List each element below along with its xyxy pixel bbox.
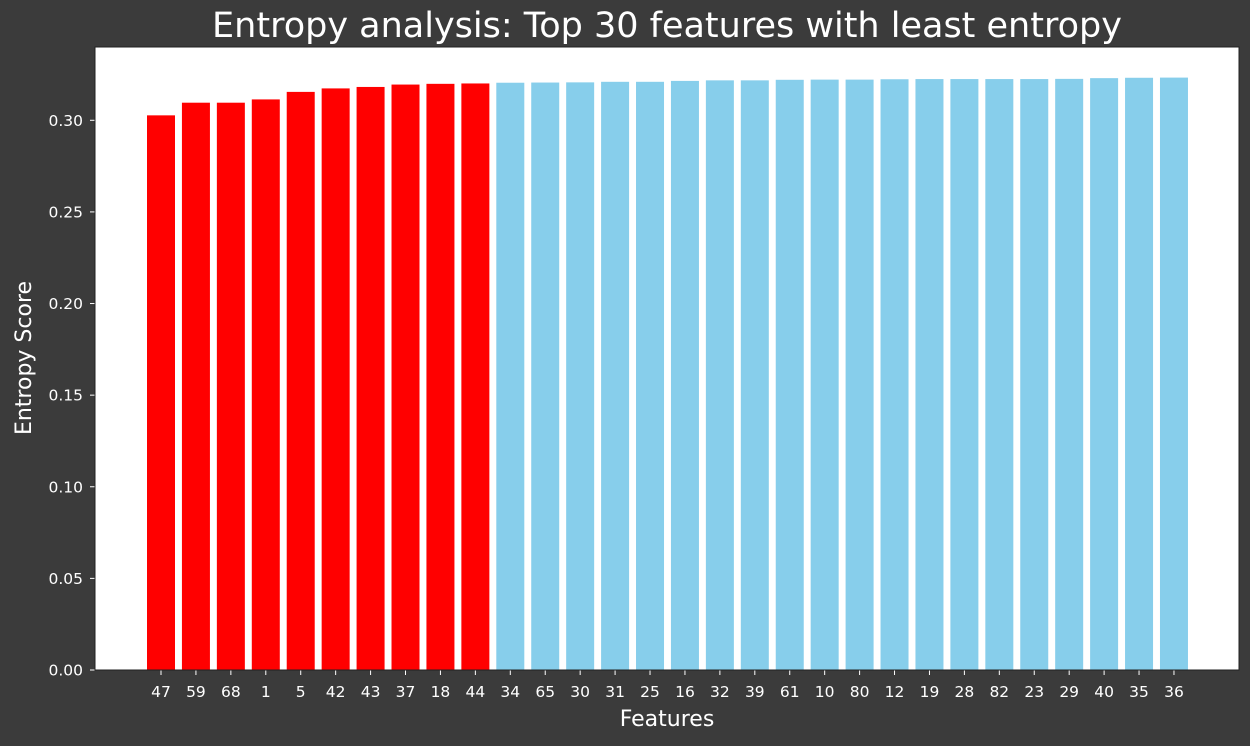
bar-feature-39 — [740, 80, 769, 671]
x-tick-label: 61 — [780, 683, 800, 701]
bar-feature-30 — [566, 82, 595, 671]
bar-feature-42 — [321, 88, 350, 670]
y-tick-label: 0.30 — [48, 112, 83, 130]
bar-feature-37 — [391, 84, 420, 670]
x-tick-label: 28 — [955, 683, 975, 701]
bar-feature-12 — [880, 79, 909, 670]
x-tick-label: 42 — [326, 683, 346, 701]
x-tick-label: 18 — [431, 683, 451, 701]
y-tick-label: 0.15 — [48, 387, 83, 405]
y-tick-label: 0.10 — [48, 478, 83, 496]
x-axis: 47 59 68 1 5 42 43 37 18 44 34 65 30 31 25 16 32 39 61 10 80… — [151, 670, 1184, 701]
x-tick-label: 30 — [570, 683, 590, 701]
x-tick-label: 16 — [675, 683, 695, 701]
x-tick-label: 1 — [261, 683, 271, 701]
x-tick-label: 82 — [989, 683, 1009, 701]
y-tick-label: 0.20 — [48, 295, 83, 313]
bar-feature-40 — [1090, 78, 1119, 670]
x-axis-label: Features — [620, 707, 715, 732]
y-tick-label: 0.05 — [48, 570, 83, 588]
bar-feature-1 — [251, 99, 280, 670]
x-tick-label: 10 — [815, 683, 835, 701]
bar-feature-36 — [1159, 77, 1188, 671]
x-tick-label: 65 — [535, 683, 555, 701]
x-tick-label: 68 — [221, 683, 241, 701]
bar-feature-23 — [1020, 79, 1049, 670]
bar-feature-68 — [216, 102, 245, 670]
x-tick-label: 43 — [361, 683, 381, 701]
x-tick-label: 40 — [1094, 683, 1114, 701]
x-tick-label: 59 — [186, 683, 206, 701]
x-tick-label: 37 — [396, 683, 416, 701]
y-tick-label: 0.00 — [48, 662, 83, 680]
bar-feature-80 — [845, 79, 874, 671]
bar-feature-5 — [286, 91, 315, 670]
bar-feature-16 — [670, 80, 699, 670]
bar-feature-61 — [775, 79, 804, 671]
bar-feature-47 — [147, 115, 175, 671]
x-tick-label: 12 — [885, 683, 905, 701]
chart-title: Entropy analysis: Top 30 features with l… — [212, 6, 1122, 46]
bar-feature-43 — [356, 86, 385, 670]
bar-feature-31 — [601, 81, 630, 670]
bar-feature-34 — [496, 82, 525, 671]
x-tick-label: 47 — [151, 683, 171, 701]
bar-feature-35 — [1125, 77, 1154, 670]
x-tick-label: 80 — [850, 683, 870, 701]
x-tick-label: 29 — [1059, 683, 1079, 701]
x-tick-label: 19 — [920, 683, 940, 701]
bar-feature-59 — [181, 102, 210, 670]
bar-feature-44 — [461, 83, 490, 670]
bar-feature-10 — [810, 79, 839, 671]
bar-feature-32 — [705, 80, 734, 671]
bar-feature-82 — [985, 79, 1014, 670]
x-tick-label: 35 — [1129, 683, 1149, 701]
x-tick-label: 44 — [466, 683, 486, 701]
bar-feature-65 — [531, 82, 560, 671]
x-tick-label: 25 — [640, 683, 660, 701]
plot-frame — [94, 46, 1240, 671]
x-tick-label: 34 — [500, 683, 520, 701]
plot-area — [95, 47, 1239, 670]
bars-group — [147, 77, 1188, 671]
bar-feature-25 — [636, 81, 665, 670]
y-tick-label: 0.25 — [48, 203, 83, 221]
x-tick-label: 5 — [296, 683, 306, 701]
x-tick-label: 36 — [1164, 683, 1184, 701]
bar-feature-29 — [1055, 78, 1084, 670]
y-axis: 0.00 0.05 0.10 0.15 0.20 0.25 0.30 — [48, 112, 95, 680]
bar-feature-19 — [915, 79, 944, 670]
x-tick-label: 39 — [745, 683, 765, 701]
x-tick-label: 31 — [605, 683, 625, 701]
x-tick-label: 32 — [710, 683, 730, 701]
y-axis-label: Entropy Score — [12, 281, 37, 435]
bar-feature-28 — [950, 79, 979, 670]
x-tick-label: 23 — [1024, 683, 1044, 701]
bar-feature-18 — [426, 83, 455, 670]
